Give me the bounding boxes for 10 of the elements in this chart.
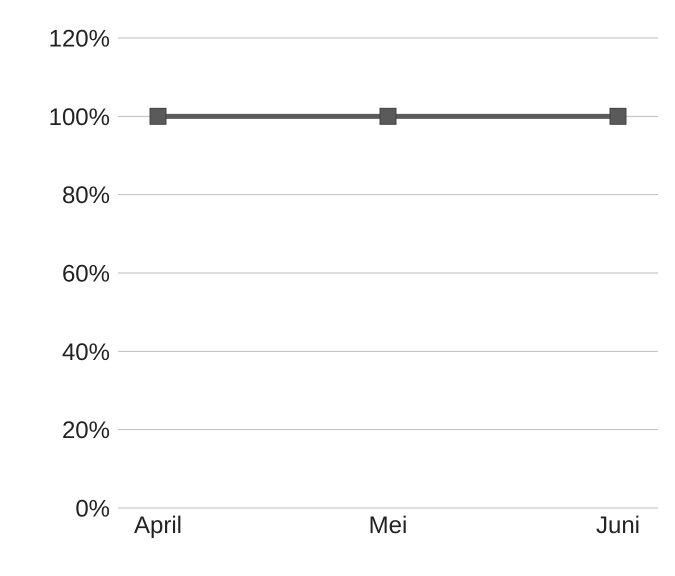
x-tick-label: Juni bbox=[596, 512, 640, 540]
y-tick-label: 80% bbox=[62, 182, 110, 210]
x-tick-label: April bbox=[134, 512, 182, 540]
x-tick-label: Mei bbox=[368, 512, 408, 540]
y-tick-label: 60% bbox=[62, 260, 110, 288]
y-tick-label: 20% bbox=[62, 417, 110, 444]
y-tick-label: 40% bbox=[62, 338, 110, 366]
y-tick-label: 100% bbox=[48, 104, 110, 131]
y-tick-label: 0% bbox=[75, 496, 110, 523]
y-tick-label: 120% bbox=[48, 26, 110, 53]
